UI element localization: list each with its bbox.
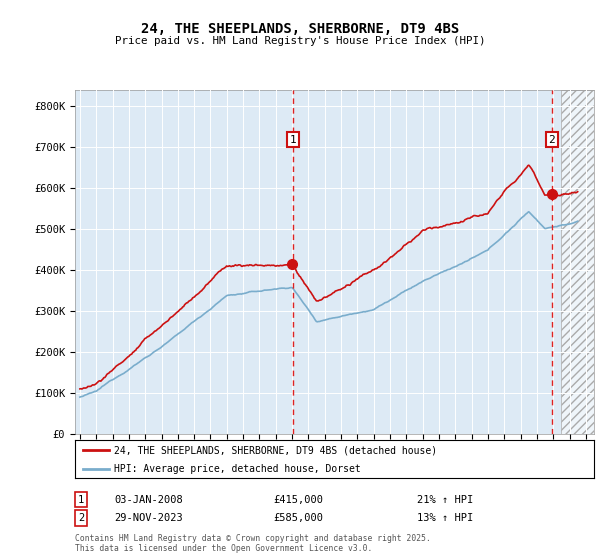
Text: 13% ↑ HPI: 13% ↑ HPI bbox=[417, 513, 473, 523]
Text: 1: 1 bbox=[78, 494, 84, 505]
Text: Price paid vs. HM Land Registry's House Price Index (HPI): Price paid vs. HM Land Registry's House … bbox=[115, 36, 485, 46]
Text: £585,000: £585,000 bbox=[273, 513, 323, 523]
Text: 24, THE SHEEPLANDS, SHERBORNE, DT9 4BS: 24, THE SHEEPLANDS, SHERBORNE, DT9 4BS bbox=[141, 22, 459, 36]
Text: 03-JAN-2008: 03-JAN-2008 bbox=[114, 494, 183, 505]
Text: 21% ↑ HPI: 21% ↑ HPI bbox=[417, 494, 473, 505]
Text: Contains HM Land Registry data © Crown copyright and database right 2025.
This d: Contains HM Land Registry data © Crown c… bbox=[75, 534, 431, 553]
Text: 29-NOV-2023: 29-NOV-2023 bbox=[114, 513, 183, 523]
Text: 2: 2 bbox=[548, 134, 555, 144]
Text: 1: 1 bbox=[289, 134, 296, 144]
Text: HPI: Average price, detached house, Dorset: HPI: Average price, detached house, Dors… bbox=[114, 464, 361, 474]
Text: 2: 2 bbox=[78, 513, 84, 523]
Text: 24, THE SHEEPLANDS, SHERBORNE, DT9 4BS (detached house): 24, THE SHEEPLANDS, SHERBORNE, DT9 4BS (… bbox=[114, 445, 437, 455]
Text: £415,000: £415,000 bbox=[273, 494, 323, 505]
